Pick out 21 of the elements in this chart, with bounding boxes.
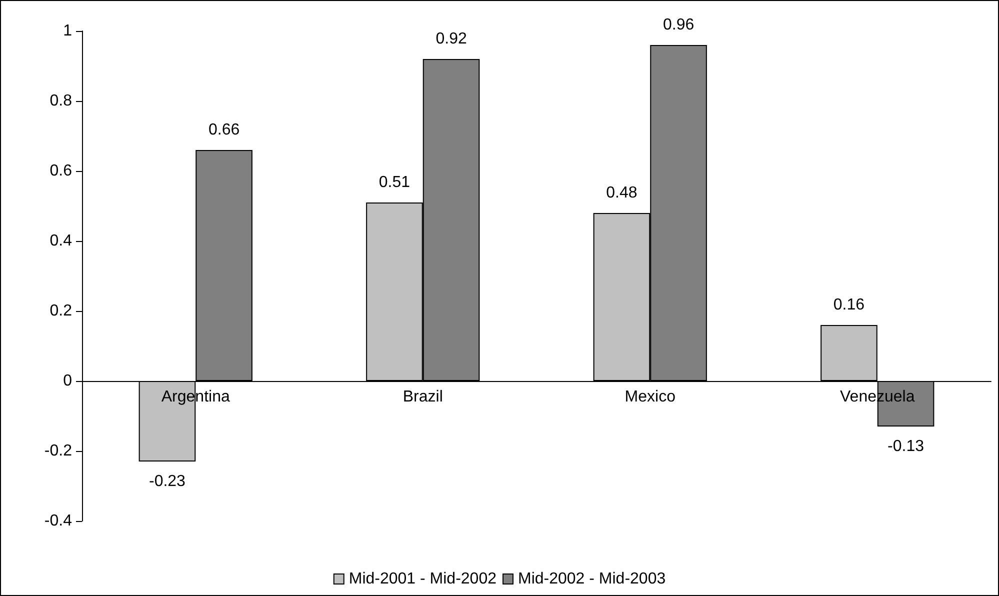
legend-label: Mid-2001 - Mid-2002 — [348, 570, 497, 588]
y-tick-label: 0 — [63, 372, 72, 390]
y-tick-label: -0.2 — [44, 442, 72, 460]
data-label: -0.13 — [888, 438, 924, 455]
y-tick-label: 0.8 — [50, 92, 72, 110]
y-tick-label: 0.4 — [50, 232, 72, 250]
x-tick-label: Venezuela — [840, 388, 915, 406]
x-tick-label: Brazil — [402, 388, 443, 406]
data-label: -0.23 — [148, 473, 186, 490]
data-label: 0.51 — [378, 174, 410, 191]
y-tick-label: -0.4 — [44, 512, 72, 530]
legend-label: Mid-2002 - Mid-2003 — [518, 570, 666, 588]
data-label: 0.96 — [662, 16, 694, 34]
x-tick-label: Mexico — [624, 388, 676, 406]
data-label: 0.48 — [606, 184, 638, 202]
data-label: 0.92 — [436, 30, 467, 48]
y-tick-label: 0.2 — [50, 302, 72, 320]
y-tick-label: 0.6 — [50, 162, 72, 180]
data-label: 0.66 — [208, 122, 240, 138]
y-tick-label: 1 — [63, 22, 72, 40]
data-label: 0.16 — [833, 296, 865, 314]
